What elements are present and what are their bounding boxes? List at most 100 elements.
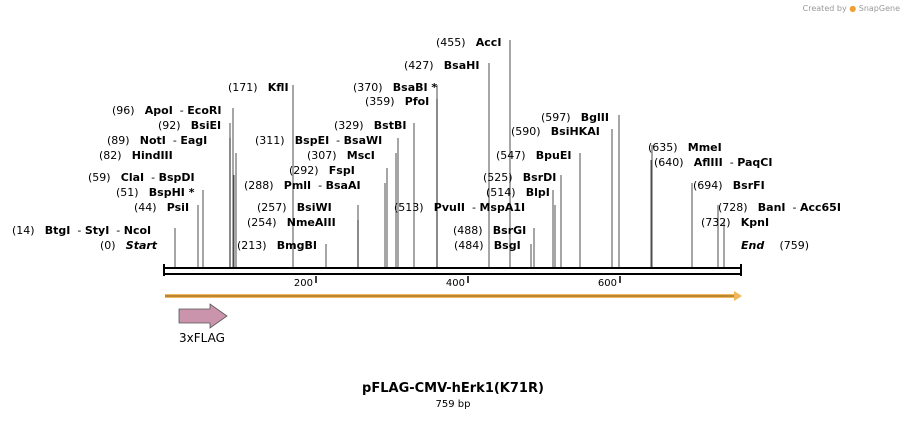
enzyme-label-25[interactable]: (44) PsiI: [134, 196, 189, 215]
enzyme-name[interactable]: NcoI: [124, 224, 151, 237]
enzyme-name[interactable]: BglII: [581, 111, 609, 124]
enzyme-label-6[interactable]: (359) PfoI: [365, 90, 429, 109]
enzyme-label-5[interactable]: (96) ApoI - EcoRI: [112, 99, 221, 118]
enzyme-name[interactable]: HindIII: [132, 149, 173, 162]
enzyme-name[interactable]: End: [741, 239, 764, 252]
site-position: (759): [780, 239, 810, 252]
enzyme-label-7[interactable]: (92) BsiEI: [158, 114, 221, 133]
enzyme-label-16[interactable]: (547) BpuEI: [496, 144, 571, 163]
enzyme-name[interactable]: BsrDI: [523, 171, 557, 184]
enzyme-name[interactable]: StyI: [85, 224, 109, 237]
enzyme-label-23[interactable]: (51) BspHI *: [116, 181, 195, 200]
enzyme-name[interactable]: BspHI *: [149, 186, 195, 199]
feature-label: 3xFLAG: [179, 331, 225, 345]
enzyme-name[interactable]: KflI: [268, 81, 289, 94]
enzyme-name[interactable]: MscI: [347, 149, 375, 162]
site-position: (732): [701, 216, 731, 229]
enzyme-label-35[interactable]: (484) BsgI: [454, 234, 521, 253]
enzyme-label-2[interactable]: (427) BsaHI: [404, 54, 479, 73]
enzyme-name[interactable]: NotI: [140, 134, 166, 147]
snapgene-branding: Created by ● SnapGene: [803, 4, 900, 13]
name-separator: -: [311, 179, 325, 192]
enzyme-name[interactable]: PsiI: [167, 201, 189, 214]
name-separator: -: [166, 134, 180, 147]
feature-3xflag[interactable]: 3xFLAG: [178, 303, 228, 345]
enzyme-label-9[interactable]: (329) BstBI: [334, 114, 406, 133]
enzyme-label-8[interactable]: (597) BglII: [541, 106, 609, 125]
enzyme-name[interactable]: BtgI: [45, 224, 71, 237]
enzyme-label-15[interactable]: (307) MscI: [307, 144, 375, 163]
enzyme-name[interactable]: BstBI: [374, 119, 407, 132]
enzyme-name[interactable]: Start: [126, 239, 158, 252]
enzyme-name[interactable]: BsiHKAI: [551, 125, 600, 138]
enzyme-name[interactable]: EagI: [180, 134, 207, 147]
enzyme-name[interactable]: BsiWI: [297, 201, 332, 214]
enzyme-name[interactable]: BsaBI *: [393, 81, 438, 94]
enzyme-label-10[interactable]: (590) BsiHKAI: [511, 120, 600, 139]
enzyme-label-13[interactable]: (635) MmeI: [648, 136, 722, 155]
enzyme-name[interactable]: PfoI: [405, 95, 430, 108]
enzyme-label-31[interactable]: (14) BtgI - StyI - NcoI: [12, 219, 151, 238]
enzyme-name[interactable]: BsrFI: [733, 179, 765, 192]
enzyme-label-27[interactable]: (513) PvuII - MspA1I: [394, 196, 525, 215]
orf-arrow[interactable]: [165, 291, 742, 301]
enzyme-name[interactable]: BanI: [758, 201, 786, 214]
map-length: 759 bp: [436, 399, 471, 410]
enzyme-name[interactable]: BmgBI: [277, 239, 317, 252]
enzyme-label-18[interactable]: (292) FspI: [289, 159, 355, 178]
feature-arrow-icon[interactable]: [178, 303, 228, 329]
enzyme-name[interactable]: BsaWI: [344, 134, 383, 147]
enzyme-name[interactable]: ApoI: [145, 104, 173, 117]
enzyme-name[interactable]: BspDI: [159, 171, 195, 184]
enzyme-name[interactable]: BsrGI: [493, 224, 526, 237]
enzyme-label-24[interactable]: (514) BlpI: [486, 181, 550, 200]
enzyme-label-34[interactable]: (213) BmgBI: [237, 234, 317, 253]
enzyme-name[interactable]: PmlI: [284, 179, 311, 192]
enzyme-label-26[interactable]: (257) BsiWI: [257, 196, 332, 215]
enzyme-label-21[interactable]: (288) PmlI - BsaAI: [244, 174, 361, 193]
enzyme-name[interactable]: BlpI: [526, 186, 550, 199]
enzyme-name[interactable]: AccI: [476, 36, 502, 49]
enzyme-name[interactable]: PvuII: [434, 201, 465, 214]
enzyme-name[interactable]: AflIII: [694, 156, 723, 169]
enzyme-label-36[interactable]: End (759): [741, 234, 809, 253]
enzyme-name[interactable]: BsaAI: [326, 179, 361, 192]
enzyme-label-12[interactable]: (311) BspEI - BsaWI: [255, 129, 382, 148]
enzyme-label-19[interactable]: (59) ClaI - BspDI: [88, 166, 195, 185]
enzyme-name[interactable]: PaqCI: [737, 156, 772, 169]
enzyme-name[interactable]: BspEI: [295, 134, 329, 147]
site-position: (640): [654, 156, 684, 169]
name-separator: -: [70, 224, 84, 237]
enzyme-name[interactable]: Acc65I: [800, 201, 841, 214]
enzyme-label-3[interactable]: (171) KflI: [228, 76, 289, 95]
enzyme-name[interactable]: BsiEI: [191, 119, 221, 132]
enzyme-labels: (455) AccI (427) BsaHI (171) KflI (370) Bsa…: [12, 31, 841, 253]
enzyme-label-30[interactable]: (732) KpnI: [701, 211, 769, 230]
enzyme-label-20[interactable]: (525) BsrDI: [483, 166, 556, 185]
enzyme-label-1[interactable]: (455) AccI: [436, 31, 501, 50]
enzyme-name[interactable]: ClaI: [121, 171, 144, 184]
enzyme-label-28[interactable]: (728) BanI - Acc65I: [718, 196, 841, 215]
enzyme-label-14[interactable]: (82) HindIII: [99, 144, 173, 163]
enzyme-label-33[interactable]: (0) Start: [100, 234, 158, 253]
enzyme-label-4[interactable]: (370) BsaBI *: [353, 76, 437, 95]
site-position: (257): [257, 201, 287, 214]
site-position: (359): [365, 95, 395, 108]
name-separator: -: [723, 156, 737, 169]
enzyme-label-11[interactable]: (89) NotI - EagI: [107, 129, 207, 148]
enzyme-name[interactable]: BpuEI: [536, 149, 572, 162]
enzyme-label-32[interactable]: (488) BsrGI: [453, 219, 526, 238]
ruler-tick-label: 400: [446, 278, 465, 289]
enzyme-name[interactable]: EcoRI: [187, 104, 221, 117]
enzyme-label-29[interactable]: (254) NmeAIII: [247, 211, 336, 230]
enzyme-name[interactable]: NmeAIII: [287, 216, 336, 229]
enzyme-name[interactable]: BsgI: [494, 239, 521, 252]
enzyme-name[interactable]: MspA1I: [479, 201, 525, 214]
enzyme-name[interactable]: FspI: [329, 164, 355, 177]
enzyme-label-22[interactable]: (694) BsrFI: [693, 174, 765, 193]
enzyme-label-17[interactable]: (640) AflIII - PaqCI: [654, 151, 772, 170]
enzyme-name[interactable]: KpnI: [741, 216, 769, 229]
enzyme-name[interactable]: MmeI: [688, 141, 722, 154]
enzyme-name[interactable]: BsaHI: [444, 59, 480, 72]
